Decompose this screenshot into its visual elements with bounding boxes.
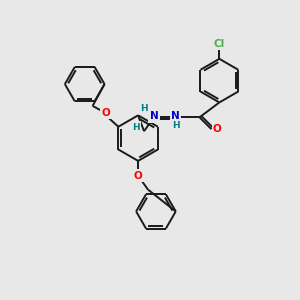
Text: H: H (172, 121, 180, 130)
Text: Cl: Cl (214, 39, 225, 49)
Text: O: O (101, 108, 110, 118)
Text: H: H (132, 123, 140, 132)
Text: N: N (171, 111, 180, 121)
Text: O: O (213, 124, 222, 134)
Text: H: H (140, 104, 148, 113)
Text: N: N (150, 111, 158, 121)
Text: O: O (134, 171, 142, 181)
